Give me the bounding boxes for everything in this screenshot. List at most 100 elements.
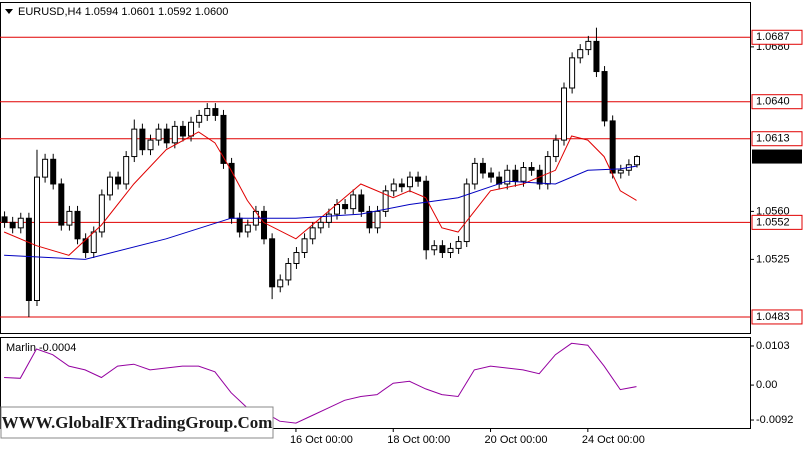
menu-triangle <box>5 9 13 14</box>
level-label: 1.0483 <box>756 311 790 323</box>
candle-body <box>382 190 389 212</box>
last-price-box <box>752 149 802 164</box>
candle-body <box>293 252 300 264</box>
watermark-box <box>0 406 274 439</box>
candle-body <box>123 156 130 185</box>
candle-body <box>106 176 113 196</box>
candle-body <box>585 40 592 51</box>
candle-body <box>9 221 16 229</box>
candle-body <box>325 213 332 223</box>
candle-body <box>479 162 486 174</box>
x-tick-label: 18 Oct 00:00 <box>387 434 450 446</box>
candle-body <box>58 183 65 226</box>
main-pane <box>0 2 751 334</box>
candle-body <box>439 245 446 254</box>
candle-body <box>163 128 170 144</box>
x-tick-label: 20 Oct 00:00 <box>485 434 548 446</box>
candle-body <box>309 227 316 240</box>
candle-body <box>179 125 186 137</box>
candle-body <box>147 139 154 151</box>
y-tick-label: 0.0103 <box>756 340 790 352</box>
x-tick-label: 16 Oct 00:00 <box>290 434 353 446</box>
candle-body <box>569 57 576 89</box>
candle-body <box>398 183 405 188</box>
plot-layer: 1.05251.05601.06801.06871.06401.06131.05… <box>0 27 803 446</box>
candle-body <box>317 221 324 229</box>
candle-body <box>390 183 397 192</box>
candle-body <box>633 156 640 166</box>
watermark: WWW.GlobalFXTradingGroup.Com <box>2 413 273 432</box>
level-label-box <box>751 94 803 110</box>
y-tick-label: 0.00 <box>756 379 777 391</box>
candle-body <box>358 194 365 212</box>
candle-body <box>577 49 584 59</box>
candle-body <box>350 194 357 210</box>
candle-body <box>512 169 519 182</box>
candle-body <box>504 169 511 185</box>
candle-body <box>277 279 284 288</box>
candle-body <box>25 217 32 302</box>
candle-body <box>196 114 203 123</box>
candle-body <box>50 158 57 185</box>
last-price-label: 1.0600 <box>756 150 790 162</box>
candle-body <box>447 247 454 254</box>
indicator-line <box>4 342 637 424</box>
candle-body <box>471 162 478 185</box>
candle-body <box>544 156 551 185</box>
candle-body <box>488 172 495 178</box>
level-label: 1.0552 <box>756 216 790 228</box>
level-label-box <box>751 29 803 45</box>
x-tick-label: 24 Oct 00:00 <box>582 434 645 446</box>
candle-body <box>601 71 608 122</box>
candle-body <box>17 217 24 229</box>
candle-body <box>155 128 162 141</box>
candle-body <box>561 87 568 141</box>
indicator-line <box>4 165 637 260</box>
candle-body <box>406 176 413 188</box>
candle-body <box>463 183 470 243</box>
candle-body <box>431 245 438 251</box>
candle-body <box>528 167 535 171</box>
candle-body <box>423 180 430 251</box>
indicator-line <box>3 131 637 256</box>
level-label-box <box>751 131 803 147</box>
candle-body <box>236 217 243 233</box>
candle-body <box>261 210 268 240</box>
candle-body <box>115 176 122 185</box>
candle-body <box>285 262 292 281</box>
candle-body <box>82 238 89 254</box>
y-tick-label: 1.0560 <box>756 205 790 217</box>
candle-body <box>131 128 138 158</box>
candle-body <box>552 139 559 158</box>
level-label-box <box>751 214 803 230</box>
level-label: 1.0640 <box>756 96 790 108</box>
candle-body <box>1 216 8 223</box>
candle-body <box>609 120 616 174</box>
candle-body <box>301 238 308 254</box>
chart-title: EURUSD,H4 1.0594 1.0601 1.0592 1.0600 <box>18 6 228 18</box>
y-tick-label: 1.0525 <box>756 253 790 265</box>
candle-body <box>415 176 422 182</box>
candle-body <box>90 231 97 254</box>
candle-body <box>455 241 462 249</box>
candle-body <box>171 125 178 144</box>
candle-body <box>204 108 211 116</box>
candle-body <box>366 210 373 229</box>
candle-body <box>98 194 105 233</box>
level-label-box <box>751 309 803 325</box>
candle-body <box>244 224 251 233</box>
candle-body <box>342 204 349 210</box>
candle-body <box>212 108 219 116</box>
candle-body <box>188 121 195 137</box>
candle-body <box>74 210 81 240</box>
level-label: 1.0687 <box>756 31 790 43</box>
candle-body <box>593 40 600 73</box>
y-tick-label: -0.0092 <box>756 414 793 426</box>
candle-body <box>66 210 73 226</box>
candle-body <box>139 128 146 151</box>
candle-body <box>374 210 381 229</box>
candle-body <box>33 176 40 302</box>
candle-body <box>617 169 624 174</box>
candle-body <box>269 238 276 288</box>
